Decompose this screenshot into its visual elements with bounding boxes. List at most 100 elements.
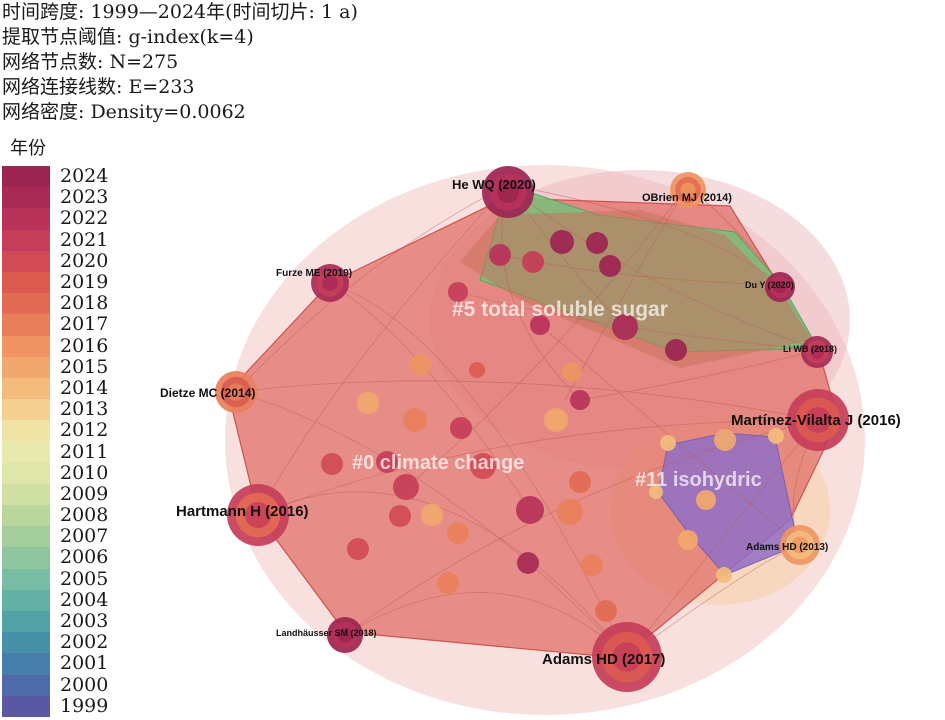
legend-swatch [2, 208, 50, 230]
network-node [489, 244, 511, 266]
network-node [557, 499, 583, 525]
legend-swatch [2, 483, 50, 505]
network-node [716, 567, 732, 583]
network-node [696, 490, 716, 510]
legend-year-label: 2016 [60, 334, 109, 357]
node-ring [530, 315, 550, 335]
legend-year-label: 2012 [60, 419, 109, 442]
legend-swatch [2, 399, 50, 421]
network-node [327, 617, 363, 653]
node-center [680, 182, 696, 198]
node-ring [649, 485, 663, 499]
node-count-text: 网络节点数: N=275 [2, 51, 179, 73]
link-layer [235, 184, 819, 658]
legend-swatch [2, 695, 50, 717]
density-text: 网络密度: Density=0.0062 [2, 101, 246, 123]
network-node [311, 264, 349, 302]
node-center [810, 345, 824, 359]
network-stats-panel: 时间跨度: 1999—2024年(时间切片: 1 a) 提取节点阈值: g-in… [2, 0, 358, 125]
legend-swatch [2, 229, 50, 251]
node-label-adams-hd-2017: Adams HD (2017) [542, 651, 665, 668]
node-ring [517, 552, 539, 574]
legend-row: 1999 [2, 695, 142, 717]
legend-year-label: 2017 [60, 313, 109, 336]
legend-year-label: 2018 [60, 292, 109, 315]
legend-year-label: 2011 [60, 440, 109, 463]
edge-count-text: 网络连接线数: E=233 [2, 76, 195, 98]
legend-row: 2017 [2, 313, 142, 336]
legend-swatch [2, 377, 50, 400]
legend-swatch [2, 462, 50, 484]
network-node [347, 538, 369, 560]
legend-row: 2000 [2, 674, 142, 696]
cluster-11-label: #11 isohydric [635, 469, 762, 491]
legend-swatch [2, 441, 50, 463]
node-ring [550, 230, 574, 254]
node-label-furze-me: Furze ME (2019) [276, 268, 352, 279]
node-label-dietze-mc: Dietze MC (2014) [160, 386, 255, 400]
network-node [550, 230, 574, 254]
legend-year-label: 2005 [60, 567, 109, 590]
node-ring [516, 496, 544, 524]
node-ring [595, 600, 617, 622]
node-ring [768, 428, 784, 444]
node-ring [599, 255, 621, 277]
node-ring [544, 408, 568, 432]
network-node [450, 417, 472, 439]
legend-swatch [2, 356, 50, 378]
network-node [437, 572, 459, 594]
legend-year-label: 2014 [60, 376, 109, 399]
legend-swatch [2, 505, 50, 527]
node-ring [586, 232, 608, 254]
node-center [804, 406, 832, 434]
legend-year-label: 2003 [60, 610, 109, 633]
network-node [409, 354, 431, 376]
node-threshold-text: 提取节点阈值: g-index(k=4) [2, 26, 254, 48]
legend-swatch [2, 271, 50, 294]
network-node [787, 389, 849, 451]
network-node [649, 485, 663, 499]
network-node [592, 622, 662, 692]
legend-row: 2020 [2, 250, 142, 272]
legend-swatch [2, 653, 50, 675]
legend-year-label: 2007 [60, 525, 109, 548]
legend-row: 2010 [2, 461, 142, 484]
legend-swatch [2, 526, 50, 548]
node-ring [489, 244, 511, 266]
legend-swatch [2, 293, 50, 315]
legend-year-label: 2021 [60, 228, 109, 251]
node-label-hartmann-h: Hartmann H (2016) [176, 503, 309, 520]
legend-year-label: 2008 [60, 504, 109, 527]
node-center [322, 275, 338, 291]
legend-row: 2024 [2, 166, 142, 188]
legend-row: 2008 [2, 504, 142, 527]
node-center [497, 181, 519, 203]
network-node [801, 336, 833, 368]
legend-swatch [2, 589, 50, 611]
legend-swatch [2, 335, 50, 357]
legend-row: 2015 [2, 356, 142, 378]
network-node [321, 453, 343, 475]
network-node [469, 362, 485, 378]
legend-year-label: 2019 [60, 271, 109, 294]
node-center [227, 383, 245, 401]
node-ring [357, 392, 379, 414]
network-node [665, 339, 687, 361]
node-center [244, 501, 272, 529]
network-node [215, 371, 257, 413]
node-label-du-y: Du Y (2020) [745, 280, 794, 290]
network-node [765, 272, 795, 302]
legend-year-label: 2010 [60, 461, 109, 484]
legend-swatch [2, 166, 50, 188]
year-color-legend: 2024 2023 2022 2021 2020 2019 2018 2017 2016 2015… [2, 166, 142, 717]
network-node [530, 315, 550, 335]
network-node [660, 435, 676, 451]
node-label-landhausser-sm: Landhäusser SM (2018) [276, 628, 377, 638]
network-node [482, 166, 534, 218]
legend-swatch [2, 610, 50, 633]
legend-swatch [2, 568, 50, 590]
network-node [670, 172, 706, 208]
legend-row: 2009 [2, 483, 142, 505]
network-node [714, 429, 736, 451]
node-center [773, 280, 787, 294]
